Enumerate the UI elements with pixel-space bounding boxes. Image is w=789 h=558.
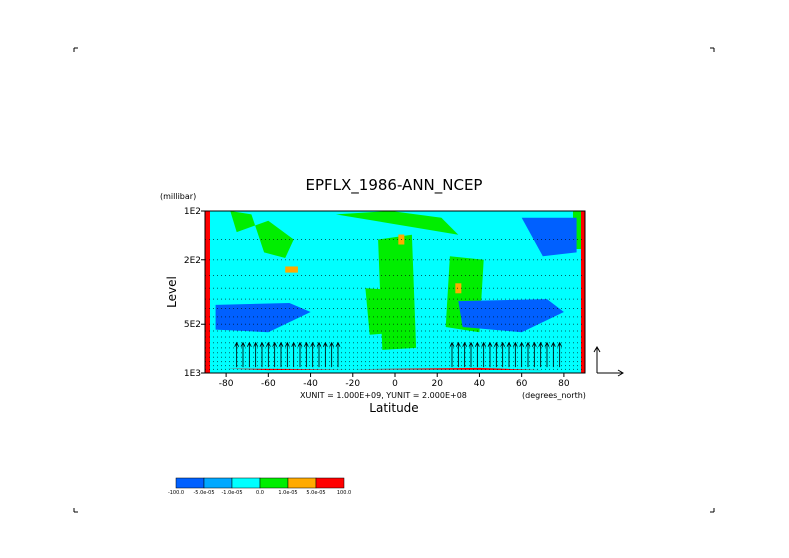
flux-arrow [297,341,303,368]
colorbar-label: 0.0 [256,490,264,496]
y-tick-label: 1E3 [184,369,201,379]
x-tick-label: -20 [345,379,360,389]
heatmap-regions [205,211,585,373]
north-edge-strip [581,211,585,373]
crop-mark-top-left [73,47,78,52]
reference-arrow-vertical [593,346,601,373]
flux-arrow [240,341,246,368]
colorbar-label: 100.0 [337,490,351,496]
region-positive-3 [378,234,417,350]
y-axis-label: Level [165,276,179,308]
region-negative-5 [215,303,311,333]
vector-units-label: XUNIT = 1.000E+09, YUNIT = 2.000E+08 [300,391,467,400]
flux-arrow [284,341,290,368]
x-tick-label: 20 [431,379,443,389]
colorbar-label: 1.0e-05 [278,490,297,496]
flux-arrow [278,341,284,368]
x-tick-label: -60 [261,379,276,389]
flux-arrow [481,341,487,368]
x-unit-label: (degrees_north) [522,391,586,400]
colorbar-label: -5.0e-05 [194,490,215,496]
flux-arrow [512,341,518,368]
y-axis-ticks: 1E2 2E2 5E2 1E3 [184,207,205,379]
colorbar-label: -100.0 [168,490,184,496]
flux-arrow [468,341,474,368]
y-unit-label: (millibar) [160,192,196,201]
flux-arrow [246,341,252,368]
flux-arrow [500,341,506,368]
flux-arrow [253,341,259,368]
flux-arrow [462,341,468,368]
colorbar-swatch [175,477,205,489]
crop-mark-bottom-right [710,508,715,513]
region-negative-7 [521,217,577,257]
plot-area [204,210,586,374]
flux-arrow [487,341,493,368]
colorbar: -100.0 -5.0e-05 -1.0e-05 0.0 1.0e-05 5.0e-05 1… [168,477,351,496]
region-strong_positive-10 [455,283,462,294]
x-tick-label: -40 [303,379,318,389]
flux-arrow [291,341,297,368]
south-edge-strip [205,211,210,373]
flux-arrow [474,341,480,368]
colorbar-swatch [287,477,317,489]
flux-arrow [316,341,322,368]
flux-arrow [310,341,316,368]
flux-arrow [544,341,550,368]
flux-arrow [265,341,271,368]
x-tick-label: 40 [474,379,486,389]
flux-arrow [493,341,499,368]
colorbar-label: 5.0e-05 [306,490,325,496]
crop-marks [73,47,715,513]
flux-arrow [322,341,328,368]
y-tick-label: 2E2 [184,256,201,266]
colorbar-label: -1.0e-05 [222,490,243,496]
flux-arrow [449,341,455,368]
y-tick-label: 5E2 [184,320,201,330]
x-tick-label: 0 [392,379,398,389]
colorbar-swatch [315,477,345,489]
flux-arrow [550,341,556,368]
x-axis-label: Latitude [369,401,418,415]
crop-mark-bottom-left [73,508,78,513]
chart-title: EPFLX_1986-ANN_NCEP [306,176,483,195]
flux-arrow [272,341,278,368]
x-axis-ticks: -80 -60 -40 -20 0 20 40 60 80 [219,373,570,389]
flux-arrow [329,341,335,368]
flux-arrow [455,341,461,368]
flux-arrow [557,341,563,368]
flux-arrow [506,341,512,368]
flux-arrow [519,341,525,368]
flux-arrow [234,341,240,368]
flux-arrow [303,341,309,368]
region-strong_positive-8 [285,266,298,273]
y-tick-label: 1E2 [184,207,201,217]
x-tick-label: -80 [219,379,234,389]
colorbar-swatch [259,477,289,489]
eliassen-palm-flux-vectors [234,341,563,368]
flux-arrow [531,341,537,368]
region-positive-0 [230,211,294,258]
colorbar-swatch [231,477,261,489]
flux-arrow [525,341,531,368]
flux-arrow [538,341,544,368]
flux-arrow [259,341,265,368]
x-tick-label: 80 [558,379,570,389]
colorbar-swatch [203,477,233,489]
reference-arrow-horizontal [597,369,624,377]
x-tick-label: 60 [516,379,528,389]
vector-reference-arrows [593,346,624,377]
flux-arrow [335,341,341,368]
region-positive-1 [335,211,459,235]
north-top-green [573,211,581,249]
crop-mark-top-right [710,47,715,52]
